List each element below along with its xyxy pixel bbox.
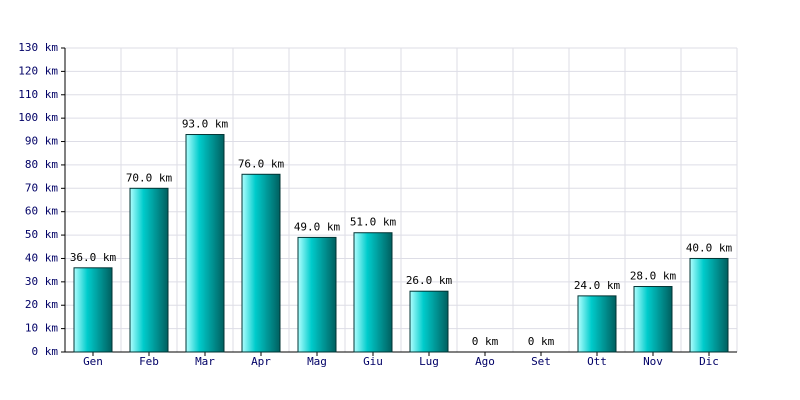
value-label: 70.0 km (126, 171, 173, 184)
x-tick-label: Ago (475, 355, 495, 368)
bar (689, 257, 729, 353)
x-tick-label: Ott (587, 355, 607, 368)
y-tick-label: 80 km (25, 158, 58, 171)
y-tick-label: 50 km (25, 228, 58, 241)
x-tick-label: Apr (251, 355, 271, 368)
bar (241, 173, 281, 353)
value-label: 36.0 km (70, 251, 117, 264)
y-tick-label: 120 km (18, 64, 58, 77)
value-label: 26.0 km (406, 274, 453, 287)
x-tick-label: Lug (419, 355, 439, 368)
y-tick-label: 100 km (18, 111, 58, 124)
y-tick-label: 0 km (32, 345, 59, 358)
bar (577, 295, 617, 353)
bar (185, 134, 225, 353)
x-tick-label: Nov (643, 355, 663, 368)
y-tick-label: 90 km (25, 135, 58, 148)
bar (297, 236, 337, 353)
value-label: 28.0 km (630, 270, 677, 283)
y-tick-label: 110 km (18, 88, 58, 101)
value-label: 0 km (528, 335, 555, 348)
y-tick-label: 30 km (25, 275, 58, 288)
bar (353, 232, 393, 353)
y-tick-label: 20 km (25, 298, 58, 311)
x-tick-label: Mag (307, 355, 327, 368)
x-tick-label: Dic (699, 355, 719, 368)
x-tick-label: Giu (363, 355, 383, 368)
value-label: 51.0 km (350, 216, 397, 229)
value-label: 49.0 km (294, 220, 341, 233)
value-label: 24.0 km (574, 279, 621, 292)
value-label: 0 km (472, 335, 499, 348)
x-tick-label: Set (531, 355, 551, 368)
bar (409, 290, 449, 353)
y-tick-label: 130 km (18, 41, 58, 54)
y-tick-label: 10 km (25, 322, 58, 335)
y-tick-label: 60 km (25, 205, 58, 218)
value-label: 76.0 km (238, 157, 285, 170)
x-tick-label: Mar (195, 355, 215, 368)
x-tick-label: Gen (83, 355, 103, 368)
y-tick-label: 40 km (25, 251, 58, 264)
bar (633, 286, 673, 353)
y-tick-label: 70 km (25, 181, 58, 194)
bar (129, 187, 169, 353)
value-label: 40.0 km (686, 241, 733, 254)
bar (73, 267, 113, 353)
value-label: 93.0 km (182, 118, 229, 131)
x-tick-label: Feb (139, 355, 159, 368)
